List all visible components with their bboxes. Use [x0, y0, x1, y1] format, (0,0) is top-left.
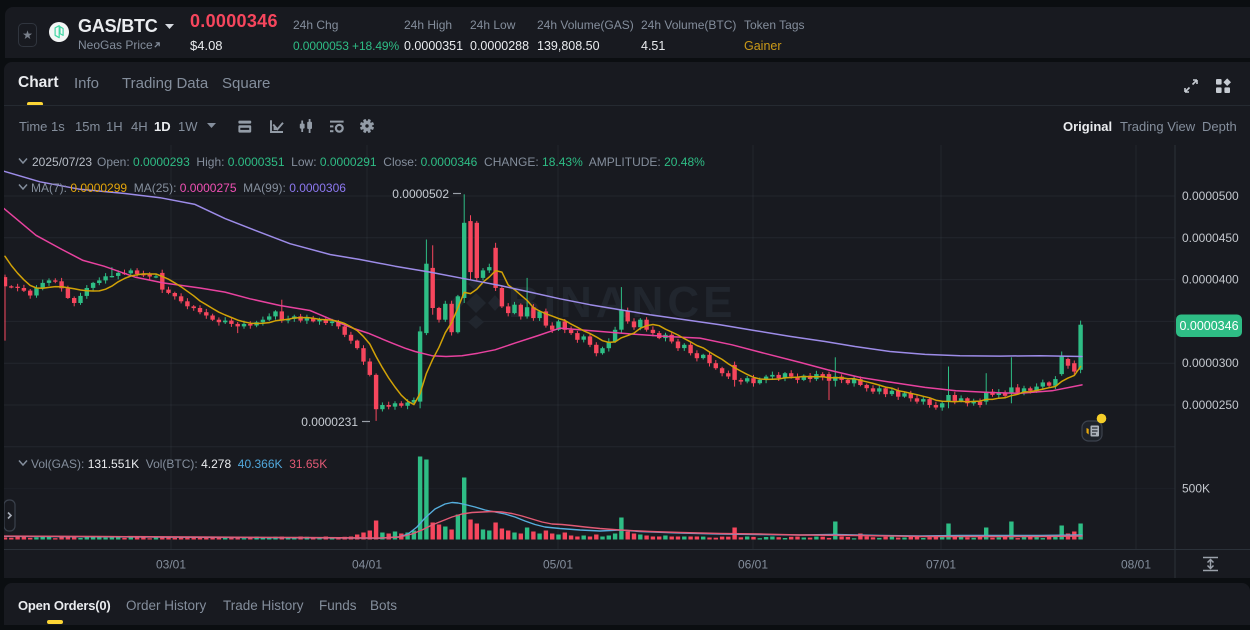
svg-text:06/01: 06/01 [738, 558, 768, 572]
svg-text:0.0000400: 0.0000400 [1182, 273, 1239, 287]
svg-text:0.0000250: 0.0000250 [1182, 398, 1239, 412]
svg-text:500K: 500K [1182, 482, 1210, 496]
svg-text:0.0000450: 0.0000450 [1182, 231, 1239, 245]
svg-text:08/01: 08/01 [1121, 558, 1151, 572]
svg-text:07/01: 07/01 [926, 558, 956, 572]
svg-text:0.0000231: 0.0000231 [301, 415, 358, 429]
svg-text:04/01: 04/01 [352, 558, 382, 572]
svg-text:03/01: 03/01 [156, 558, 186, 572]
svg-text:0.0000300: 0.0000300 [1182, 356, 1239, 370]
svg-text:05/01: 05/01 [543, 558, 573, 572]
svg-text:0.0000500: 0.0000500 [1182, 189, 1239, 203]
svg-text:0.0000502: 0.0000502 [392, 187, 449, 201]
svg-text:0.0000346: 0.0000346 [1179, 319, 1238, 333]
